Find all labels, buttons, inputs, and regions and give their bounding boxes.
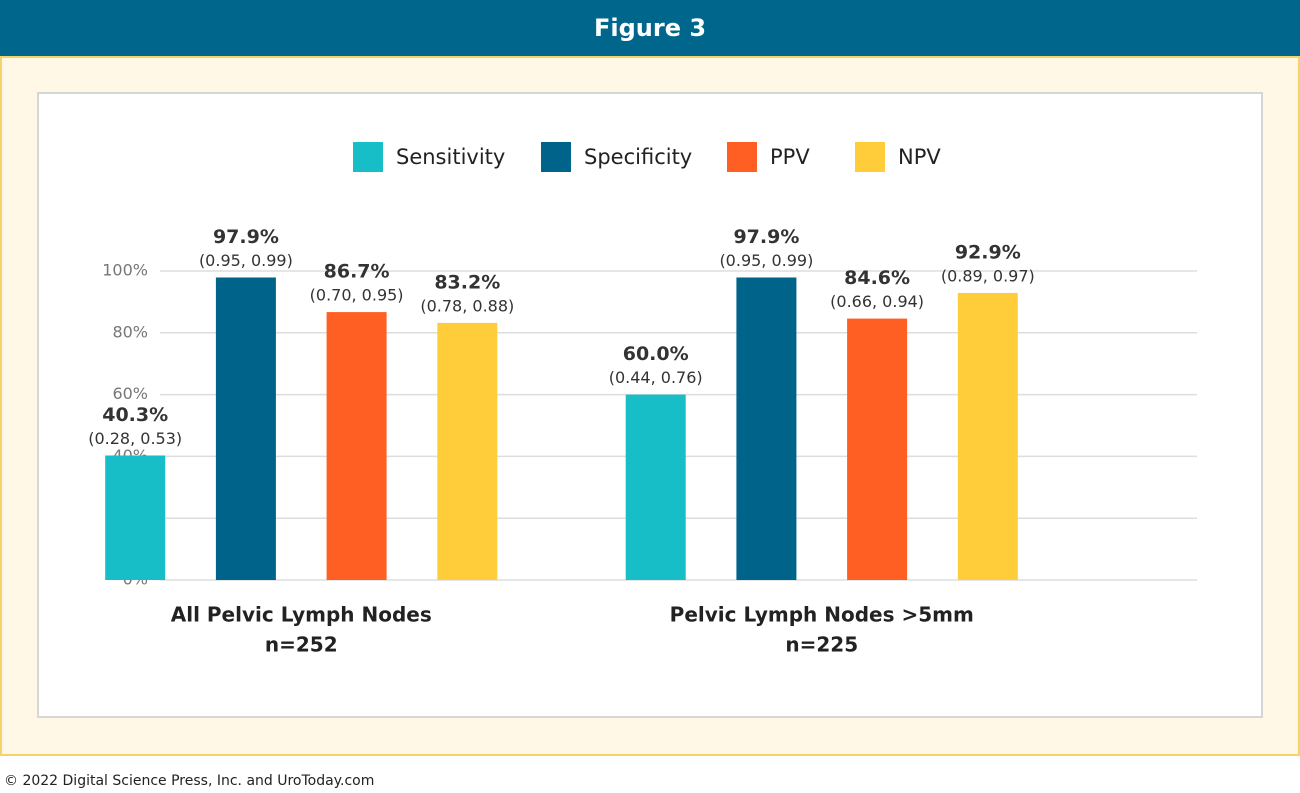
- legend-label: NPV: [898, 145, 941, 169]
- y-tick-label: 80%: [112, 322, 148, 341]
- legend-label: PPV: [770, 145, 810, 169]
- x-tick-label: All Pelvic Lymph Nodes: [171, 603, 432, 627]
- value-label: 97.9%: [733, 226, 799, 248]
- legend-label: Specificity: [584, 145, 692, 169]
- x-tick-note: n=252: [265, 633, 338, 657]
- bar: [957, 292, 1018, 580]
- bar: [437, 322, 498, 580]
- bar: [625, 394, 686, 580]
- chart-title: Figure 3: [594, 14, 706, 42]
- value-label: 60.0%: [623, 343, 689, 365]
- legend-swatch: [727, 142, 757, 172]
- value-label: 40.3%: [102, 404, 168, 426]
- ci-label: (0.95, 0.99): [719, 251, 813, 270]
- ci-label: (0.28, 0.53): [88, 429, 182, 448]
- legend-swatch: [541, 142, 571, 172]
- bar: [215, 277, 276, 580]
- value-label: 83.2%: [434, 271, 500, 293]
- legend-label: Sensitivity: [396, 145, 505, 169]
- ci-label: (0.66, 0.94): [830, 292, 924, 311]
- y-tick-label: 60%: [112, 384, 148, 403]
- legend-swatch: [855, 142, 885, 172]
- legend-swatch: [353, 142, 383, 172]
- x-tick-label: Pelvic Lymph Nodes >5mm: [670, 603, 974, 627]
- value-label: 92.9%: [955, 241, 1021, 263]
- ci-label: (0.89, 0.97): [941, 266, 1035, 285]
- bar: [736, 277, 797, 580]
- ci-label: (0.70, 0.95): [310, 286, 404, 305]
- ci-label: (0.95, 0.99): [199, 251, 293, 270]
- bar: [847, 318, 908, 580]
- footer: © 2022 Digital Science Press, Inc. and U…: [4, 773, 374, 789]
- value-label: 84.6%: [844, 267, 910, 289]
- ci-label: (0.78, 0.88): [420, 296, 514, 315]
- bar: [326, 312, 387, 580]
- ci-label: (0.44, 0.76): [609, 368, 703, 387]
- value-label: 97.9%: [213, 226, 279, 248]
- y-tick-label: 100%: [102, 261, 148, 280]
- bar: [105, 455, 166, 580]
- header-bar: [0, 0, 1300, 57]
- value-label: 86.7%: [324, 261, 390, 283]
- x-tick-note: n=225: [785, 633, 858, 657]
